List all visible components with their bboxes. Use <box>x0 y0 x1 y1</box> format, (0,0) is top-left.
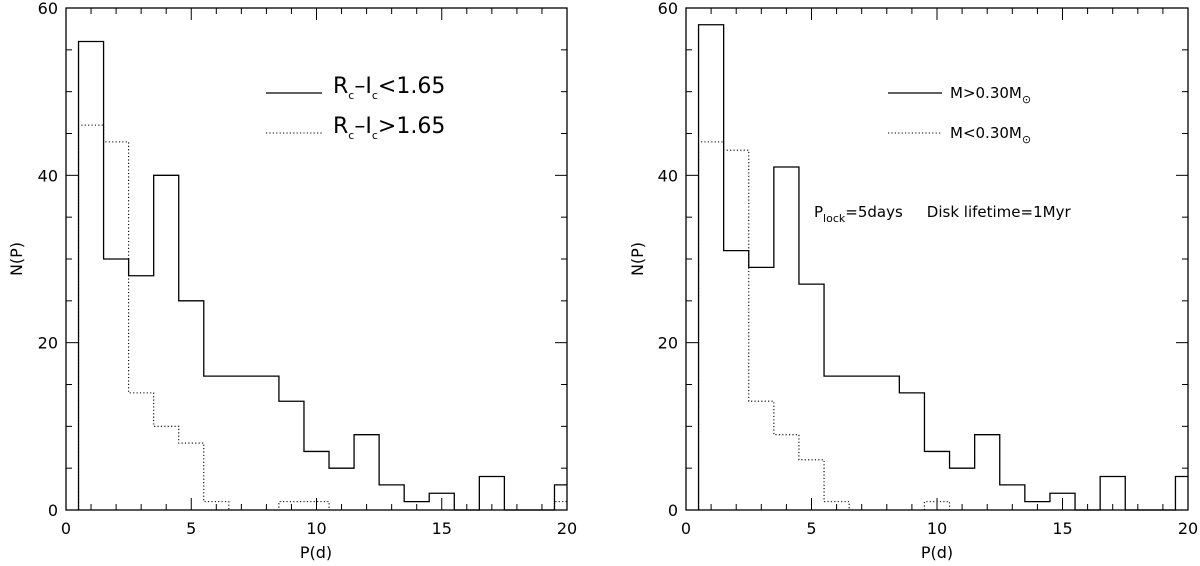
legend: M>0.30M⊙ M<0.30M⊙ <box>888 84 1031 146</box>
histogram-dotted <box>77 124 567 511</box>
legend-label-dotted: Rc–Ic>1.65 <box>333 114 445 142</box>
legend-part: R <box>333 114 348 139</box>
legend-subscript: c <box>348 129 354 142</box>
tick-labels: 0 5 10 15 20 0 20 40 60 <box>658 0 1199 538</box>
y-axis-title: N(P) <box>7 242 26 276</box>
legend-part: >1.65 <box>378 114 445 139</box>
legend-part: M<0.30M <box>950 124 1022 142</box>
x-tick-label: 10 <box>927 519 947 538</box>
axis-ticks <box>685 7 1189 511</box>
x-tick-label: 10 <box>306 519 326 538</box>
axis-ticks <box>65 7 568 511</box>
legend-subscript: c <box>348 89 354 102</box>
histogram-solid <box>697 24 1188 511</box>
legend-part: R <box>333 74 348 99</box>
legend-label-solid: Rc–Ic<1.65 <box>333 74 445 102</box>
x-tick-label: 20 <box>557 519 577 538</box>
legend-subscript: c <box>372 129 378 142</box>
legend: Rc–Ic<1.65 Rc–Ic>1.65 <box>266 74 445 142</box>
legend-label-solid: M>0.30M⊙ <box>950 84 1031 106</box>
plot-frame <box>65 7 568 511</box>
x-axis-title: P(d) <box>921 543 953 562</box>
legend-part: M>0.30M <box>950 84 1022 102</box>
legend-part: –I <box>354 74 372 99</box>
y-tick-label: 0 <box>48 501 58 520</box>
tick-labels: 0 5 10 15 20 0 20 40 60 <box>38 0 578 538</box>
x-axis-title: P(d) <box>300 543 332 562</box>
annotation-part: Disk lifetime=1Myr <box>927 203 1072 221</box>
x-tick-label: 20 <box>1178 519 1198 538</box>
histogram-dotted <box>698 141 1188 511</box>
histogram-solid <box>77 40 567 511</box>
annotation-subscript: lock <box>823 212 846 225</box>
y-tick-label: 40 <box>658 166 678 185</box>
y-axis-title: N(P) <box>628 242 647 276</box>
model-annotation: Plock=5days Disk lifetime=1Myr <box>814 203 1071 225</box>
x-tick-label: 0 <box>61 519 71 538</box>
y-tick-label: 20 <box>38 334 58 353</box>
legend-subscript: c <box>372 89 378 102</box>
y-tick-label: 60 <box>658 0 678 18</box>
y-tick-label: 20 <box>658 334 678 353</box>
legend-subscript: ⊙ <box>1022 93 1031 106</box>
x-tick-label: 5 <box>806 519 816 538</box>
plot-frame <box>685 7 1189 511</box>
x-tick-label: 15 <box>432 519 452 538</box>
legend-label-dotted: M<0.30M⊙ <box>950 124 1031 146</box>
legend-part: –I <box>354 114 372 139</box>
annotation-part: =5days <box>845 203 903 221</box>
x-tick-label: 15 <box>1052 519 1072 538</box>
y-tick-label: 40 <box>38 166 58 185</box>
y-tick-label: 0 <box>668 501 678 520</box>
annotation-part: P <box>814 203 823 221</box>
y-tick-label: 60 <box>38 0 58 18</box>
x-tick-label: 5 <box>186 519 196 538</box>
legend-subscript: ⊙ <box>1022 133 1031 146</box>
legend-part: <1.65 <box>378 74 445 99</box>
x-tick-label: 0 <box>681 519 691 538</box>
